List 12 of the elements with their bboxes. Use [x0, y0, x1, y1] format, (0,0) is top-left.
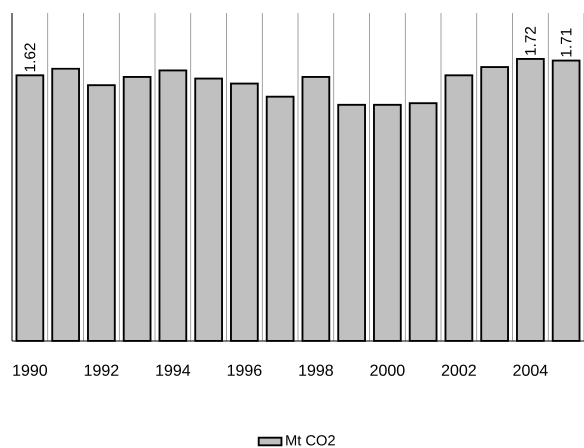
x-tick-label: 1998: [299, 364, 333, 376]
legend-label: Mt CO2: [286, 435, 335, 446]
x-tick-label: 2004: [513, 364, 548, 376]
x-tick-label: 2000: [370, 364, 405, 376]
x-tick-label: 1990: [13, 364, 48, 376]
x-tick-label: 1996: [228, 364, 262, 376]
data-label: 1.62: [24, 43, 36, 72]
x-tick-label: 2002: [442, 364, 476, 376]
data-label: 1.72: [525, 26, 536, 55]
data-label: 1.71: [560, 28, 572, 56]
x-tick-label: 1992: [84, 364, 118, 376]
x-tick-label: 1994: [156, 364, 190, 376]
